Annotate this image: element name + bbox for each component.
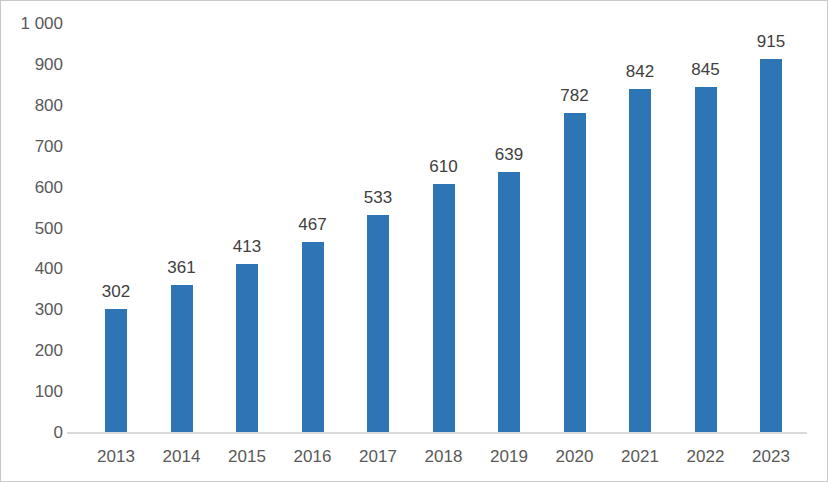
value-label-2017: 533 [346, 188, 410, 208]
y-tick-label-600: 600 [1, 178, 63, 198]
value-label-2019: 639 [477, 145, 541, 165]
y-tick-label-1000: 1 000 [1, 14, 63, 34]
value-label-2023: 915 [739, 32, 803, 52]
x-tick-label-2019: 2019 [477, 447, 541, 467]
x-tick-label-2016: 2016 [281, 447, 345, 467]
x-tick-label-2018: 2018 [412, 447, 476, 467]
x-tick-label-2020: 2020 [543, 447, 607, 467]
bar-2013 [105, 309, 127, 432]
y-tick-label-500: 500 [1, 219, 63, 239]
bar-2020 [564, 113, 586, 432]
y-tick-label-0: 0 [1, 423, 63, 443]
y-tick-label-700: 700 [1, 137, 63, 157]
bar-2023 [760, 59, 782, 432]
x-tick-label-2013: 2013 [84, 447, 148, 467]
value-label-2013: 302 [84, 282, 148, 302]
bar-2017 [367, 215, 389, 432]
value-label-2022: 845 [674, 60, 738, 80]
y-tick-label-100: 100 [1, 382, 63, 402]
bar-2014 [171, 285, 193, 432]
x-tick-label-2017: 2017 [346, 447, 410, 467]
bar-chart: 0 100 200 300 400 500 600 700 800 900 1 000 302361… [0, 0, 828, 482]
y-tick-label-200: 200 [1, 341, 63, 361]
y-tick-label-400: 400 [1, 259, 63, 279]
bar-2019 [498, 172, 520, 432]
value-label-2021: 842 [608, 62, 672, 82]
bar-2021 [629, 89, 651, 432]
x-tick-label-2022: 2022 [674, 447, 738, 467]
x-tick-label-2021: 2021 [608, 447, 672, 467]
x-tick-label-2023: 2023 [739, 447, 803, 467]
bar-2022 [695, 87, 717, 432]
x-axis-line [67, 432, 807, 434]
bar-2018 [433, 184, 455, 432]
y-tick-label-300: 300 [1, 300, 63, 320]
value-label-2014: 361 [150, 258, 214, 278]
x-tick-label-2015: 2015 [215, 447, 279, 467]
y-tick-label-800: 800 [1, 96, 63, 116]
value-label-2015: 413 [215, 237, 279, 257]
x-tick-label-2014: 2014 [150, 447, 214, 467]
y-tick-label-900: 900 [1, 55, 63, 75]
bar-2016 [302, 242, 324, 432]
bar-2015 [236, 264, 258, 432]
value-label-2018: 610 [412, 157, 476, 177]
value-label-2020: 782 [543, 86, 607, 106]
value-label-2016: 467 [281, 215, 345, 235]
